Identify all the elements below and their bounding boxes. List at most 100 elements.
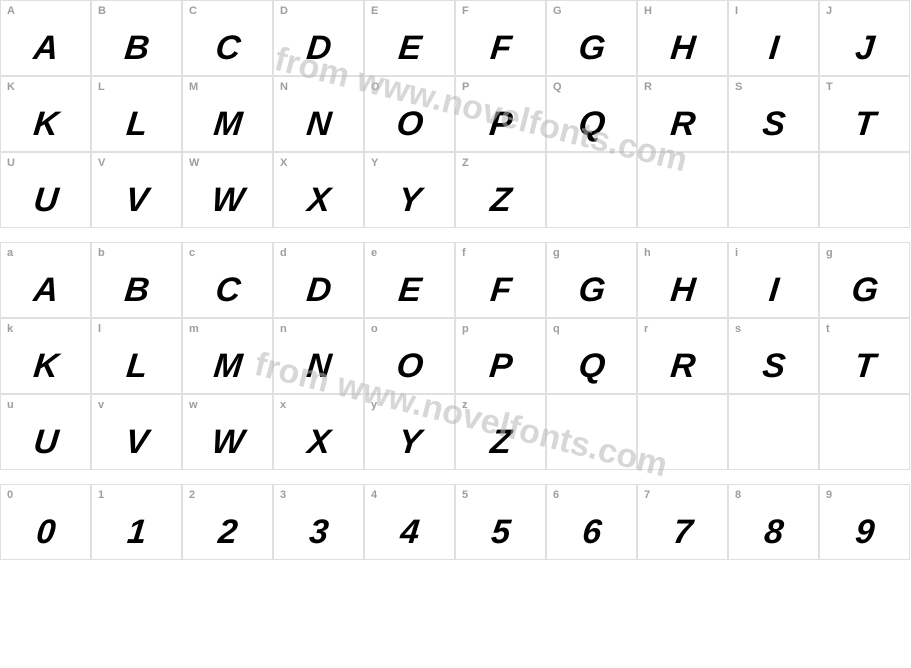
charmap-glyph: Z [454, 181, 547, 220]
charmap-glyph: C [181, 271, 274, 310]
charmap-cell: AA [0, 0, 91, 76]
charmap-cell: GG [546, 0, 637, 76]
charmap-glyph: 3 [272, 513, 365, 552]
charmap-glyph: H [636, 271, 729, 310]
charmap-key-label: P [462, 81, 469, 93]
charmap-glyph: X [272, 423, 365, 462]
charmap-key-label: r [644, 323, 648, 335]
charmap-cell: gG [819, 242, 910, 318]
charmap-key-label: y [371, 399, 377, 411]
charmap-cell: 99 [819, 484, 910, 560]
charmap-section-uppercase: AABBCCDDEEFFGGHHIIJJKKLLMMNNOOPPQQRRSSTT… [0, 0, 910, 228]
charmap-key-label: B [98, 5, 106, 17]
charmap-key-label: 9 [826, 489, 832, 501]
charmap-glyph: I [727, 29, 820, 68]
charmap-glyph: C [181, 29, 274, 68]
charmap-cell: FF [455, 0, 546, 76]
charmap-glyph: N [272, 347, 365, 386]
charmap-glyph: U [0, 423, 92, 462]
charmap-cell: hH [637, 242, 728, 318]
charmap-cell: 77 [637, 484, 728, 560]
charmap-glyph: Y [363, 181, 456, 220]
charmap-cell: JJ [819, 0, 910, 76]
charmap-glyph: J [818, 29, 911, 68]
charmap-cell: YY [364, 152, 455, 228]
charmap-key-label: d [280, 247, 287, 259]
charmap-glyph: V [90, 423, 183, 462]
charmap-glyph: K [0, 105, 92, 144]
charmap-glyph: F [454, 271, 547, 310]
charmap-key-label: t [826, 323, 830, 335]
charmap-glyph: T [818, 105, 911, 144]
charmap-glyph: H [636, 29, 729, 68]
charmap-key-label: w [189, 399, 198, 411]
charmap-key-label: 1 [98, 489, 104, 501]
charmap-key-label: e [371, 247, 377, 259]
charmap-cell: RR [637, 76, 728, 152]
charmap-key-label: D [280, 5, 288, 17]
charmap-key-label: Z [462, 157, 469, 169]
charmap-cell: iI [728, 242, 819, 318]
charmap-cell: kK [0, 318, 91, 394]
charmap-cell: vV [91, 394, 182, 470]
charmap-glyph: G [545, 29, 638, 68]
charmap-cell: 11 [91, 484, 182, 560]
charmap-key-label: f [462, 247, 466, 259]
charmap-glyph: A [0, 271, 92, 310]
charmap-cell: 00 [0, 484, 91, 560]
charmap-key-label: u [7, 399, 14, 411]
charmap-cell: II [728, 0, 819, 76]
charmap-cell: 55 [455, 484, 546, 560]
charmap-cell [637, 394, 728, 470]
charmap-key-label: Q [553, 81, 562, 93]
charmap-section-lowercase: aAbBcCdDeEfFgGhHiIgGkKlLmMnNoOpPqQrRsStT… [0, 242, 910, 470]
charmap-cell: BB [91, 0, 182, 76]
charmap-glyph: 2 [181, 513, 274, 552]
charmap-cell: tT [819, 318, 910, 394]
charmap-glyph: P [454, 347, 547, 386]
charmap-key-label: z [462, 399, 468, 411]
charmap-cell: LL [91, 76, 182, 152]
charmap-cell [728, 394, 819, 470]
charmap-cell: NN [273, 76, 364, 152]
charmap-cell: WW [182, 152, 273, 228]
charmap-key-label: n [280, 323, 287, 335]
charmap-glyph: D [272, 29, 365, 68]
charmap-key-label: 8 [735, 489, 741, 501]
charmap-glyph: A [0, 29, 92, 68]
charmap-key-label: g [553, 247, 560, 259]
charmap-glyph: B [90, 271, 183, 310]
charmap-glyph: K [0, 347, 92, 386]
charmap-cell [819, 394, 910, 470]
charmap-glyph: 0 [0, 513, 92, 552]
charmap-glyph: S [727, 105, 820, 144]
charmap-glyph: O [363, 347, 456, 386]
charmap-key-label: M [189, 81, 198, 93]
section-spacer [0, 228, 910, 242]
charmap-key-label: T [826, 81, 833, 93]
charmap-key-label: Y [371, 157, 378, 169]
charmap-glyph: Z [454, 423, 547, 462]
charmap-key-label: g [826, 247, 833, 259]
charmap-key-label: V [98, 157, 105, 169]
charmap-key-label: 2 [189, 489, 195, 501]
charmap-glyph: O [363, 105, 456, 144]
charmap-glyph: L [90, 105, 183, 144]
charmap-key-label: F [462, 5, 469, 17]
charmap-glyph: 4 [363, 513, 456, 552]
charmap-key-label: R [644, 81, 652, 93]
charmap-key-label: a [7, 247, 13, 259]
charmap-cell: oO [364, 318, 455, 394]
charmap-key-label: q [553, 323, 560, 335]
charmap-cell: yY [364, 394, 455, 470]
charmap-glyph: Q [545, 105, 638, 144]
charmap-cell: cC [182, 242, 273, 318]
charmap-key-label: H [644, 5, 652, 17]
charmap-glyph: 8 [727, 513, 820, 552]
charmap-key-label: p [462, 323, 469, 335]
charmap-glyph: V [90, 181, 183, 220]
charmap-key-label: m [189, 323, 199, 335]
charmap-key-label: X [280, 157, 287, 169]
charmap-cell: SS [728, 76, 819, 152]
charmap-key-label: l [98, 323, 101, 335]
